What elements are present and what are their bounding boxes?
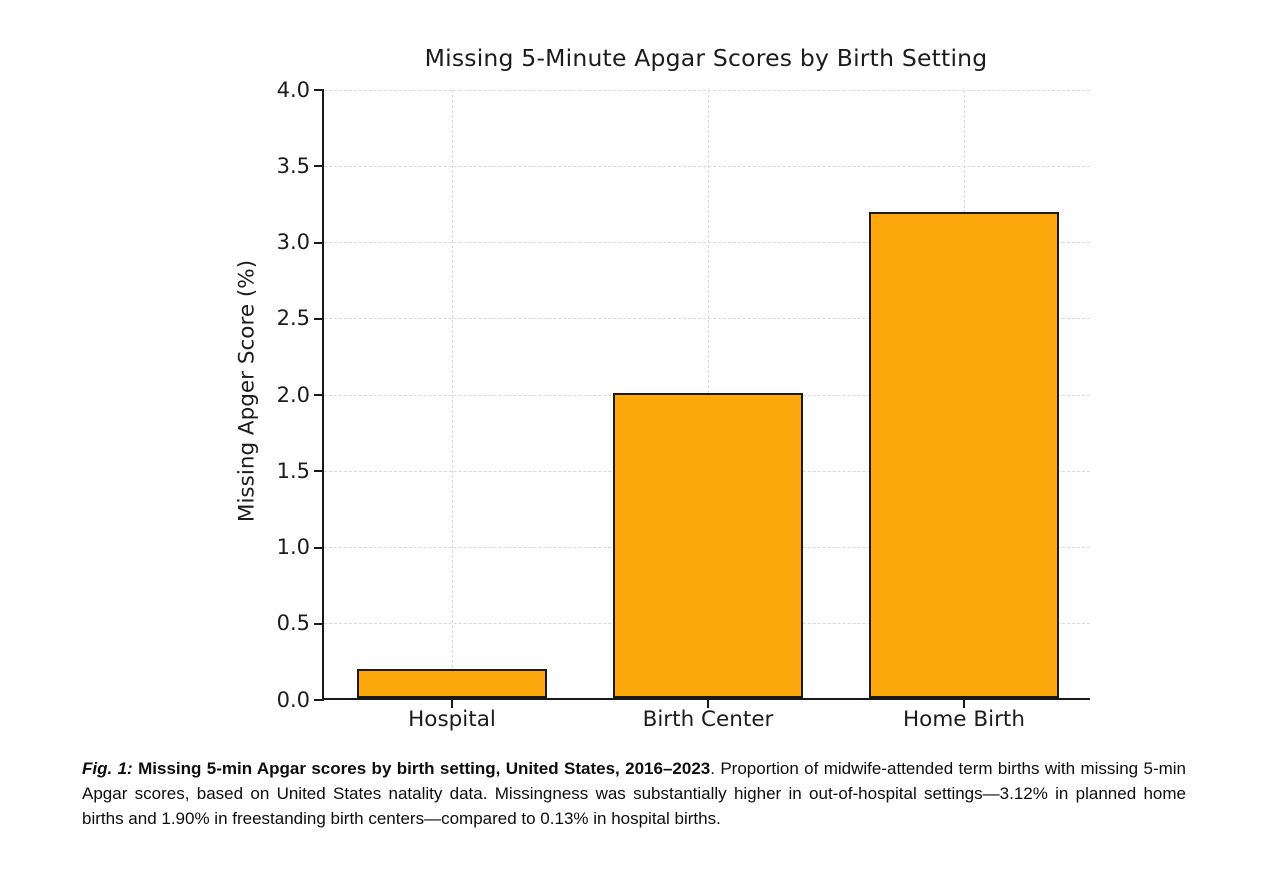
x-tick-label: Home Birth (903, 707, 1025, 732)
y-gridline (324, 89, 1090, 91)
y-tick-label: 1.5 (276, 458, 310, 483)
y-tick-mark (314, 470, 324, 473)
y-tick-mark (314, 165, 324, 168)
y-tick-mark (314, 241, 324, 244)
x-tick-mark (451, 698, 453, 708)
bar-home-birth (869, 211, 1059, 698)
y-tick-mark (314, 394, 324, 396)
y-gridline (324, 318, 1090, 320)
x-tick-mark (963, 698, 965, 708)
plot-area: 0.0 0.5 1.0 1.5 2.0 2.5 3.0 3.5 4.0 Hospital Birth… (277, 78, 1090, 732)
y-gridline (324, 165, 1090, 167)
caption-figure-label: Fig. 1: (82, 759, 133, 778)
x-tick-label: Hospital (408, 707, 496, 732)
y-tick-mark (314, 317, 324, 320)
y-tick-label: 1.0 (276, 535, 310, 559)
y-tick-label: 3.5 (276, 153, 310, 178)
caption-body-text: . Proportion of midwife-attended term bi… (82, 759, 1186, 828)
y-gridline (324, 242, 1090, 243)
y-tick-mark (314, 546, 324, 549)
y-tick-label: 4.0 (276, 77, 310, 102)
figure-caption: Fig. 1: Missing 5-min Apgar scores by bi… (82, 756, 1186, 831)
y-tick-mark (314, 622, 324, 625)
caption-bold-title: Missing 5-min Apgar scores by birth sett… (138, 759, 711, 778)
bar-birth-center (613, 393, 803, 698)
y-tick-label: 0.0 (276, 687, 310, 712)
x-tick-label: Birth Center (642, 707, 774, 732)
y-tick-label: 3.0 (276, 230, 310, 254)
y-tick-label: 2.0 (276, 382, 310, 407)
x-tick-mark (707, 698, 709, 708)
chart-title: Missing 5-Minute Apgar Scores by Birth S… (424, 44, 988, 72)
y-tick-mark (314, 89, 324, 91)
x-gridline (451, 90, 453, 698)
y-tick-label: 0.5 (276, 611, 310, 636)
y-tick-label: 2.5 (276, 306, 310, 331)
y-tick-mark (314, 699, 324, 701)
bar-hospital (357, 669, 547, 698)
